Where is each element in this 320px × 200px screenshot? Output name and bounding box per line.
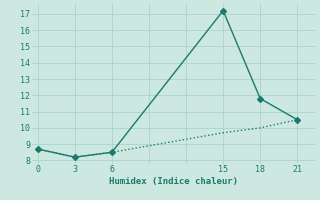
X-axis label: Humidex (Indice chaleur): Humidex (Indice chaleur): [109, 177, 238, 186]
